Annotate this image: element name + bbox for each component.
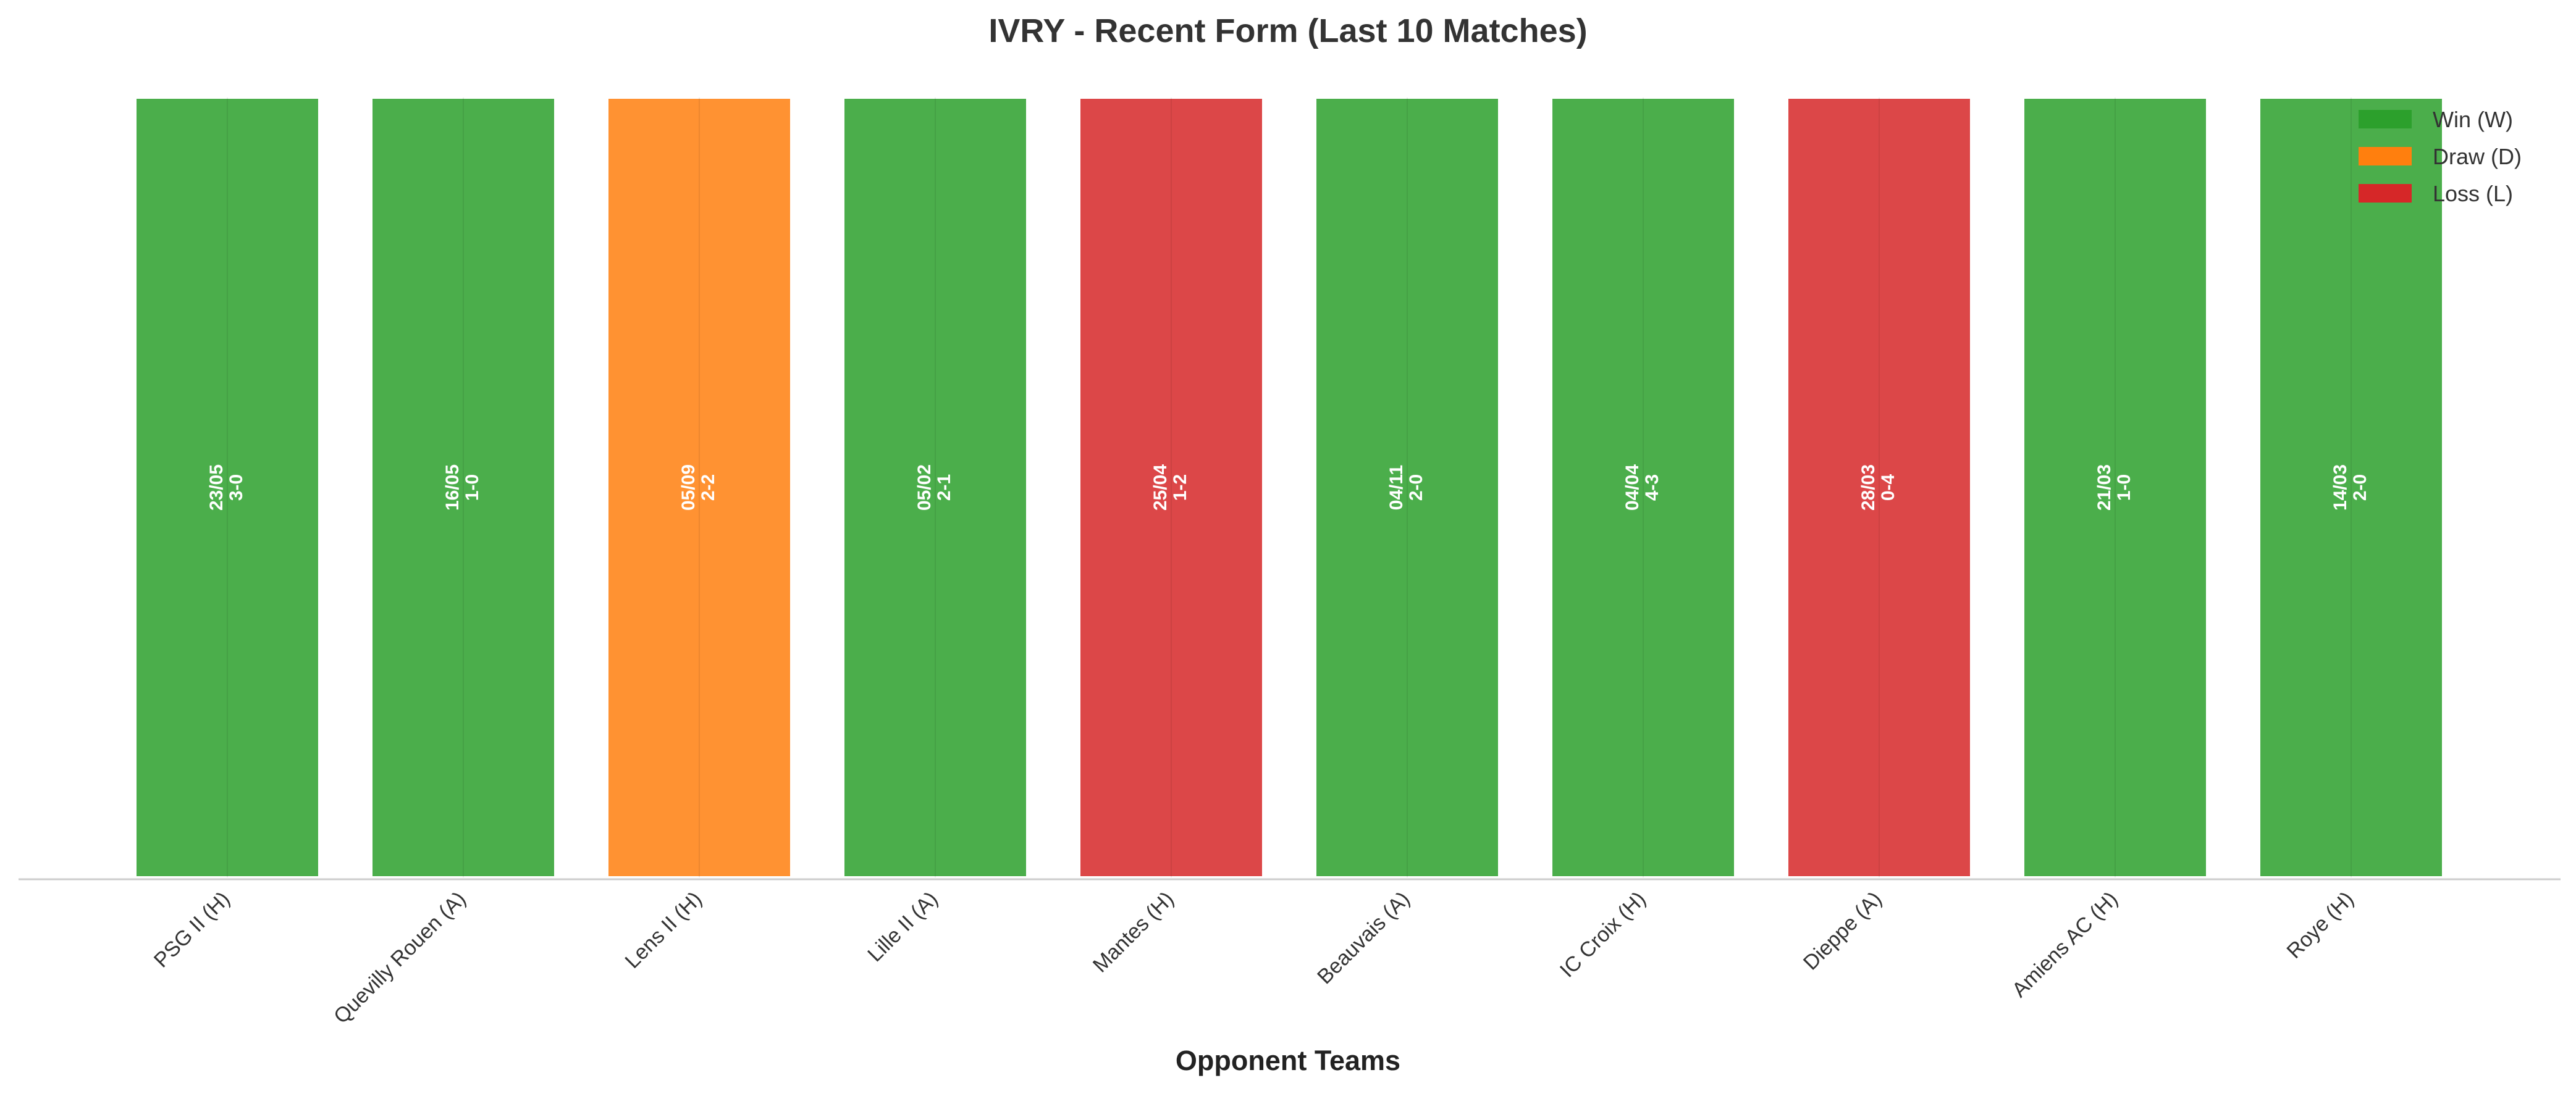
chart-title: IVRY - Recent Form (Last 10 Matches) xyxy=(988,12,1587,49)
bar-date-label: 05/09 xyxy=(678,464,699,511)
bar-score-label: 1-2 xyxy=(1170,474,1190,501)
bar-6 xyxy=(1314,96,1501,879)
bar-5 xyxy=(1078,96,1265,879)
x-tick-label: Quevilly Rouen (A) xyxy=(329,887,471,1029)
bar-date-label: 25/04 xyxy=(1150,464,1171,511)
bar-date-label: 04/11 xyxy=(1386,465,1407,510)
bar-label-10: 14/03 2-0 xyxy=(2330,464,2370,511)
bar-label-4: 05/02 2-1 xyxy=(914,464,954,511)
bar-score-label: 1-0 xyxy=(2114,474,2134,501)
bar-1 xyxy=(134,96,321,879)
bar-score-label: 3-0 xyxy=(226,474,246,501)
bar-date-label: 21/03 xyxy=(2094,464,2115,511)
bar-9 xyxy=(2022,96,2208,879)
bar-label-2: 16/05 1-0 xyxy=(442,464,482,511)
x-tick-label: Beauvais (A) xyxy=(1313,887,1415,989)
bar-label-6: 04/11 2-0 xyxy=(1386,465,1426,510)
x-tick-labels: PSG II (H) Quevilly Rouen (A) Lens II (H) L… xyxy=(149,887,2359,1029)
bar-label-8: 28/03 0-4 xyxy=(1858,464,1898,511)
x-tick-label: Roye (H) xyxy=(2283,887,2359,963)
bar-4 xyxy=(842,96,1029,879)
bar-10 xyxy=(2258,96,2444,879)
bar-label-7: 04/04 4-3 xyxy=(1622,464,1662,511)
bar-score-label: 2-0 xyxy=(1406,474,1426,501)
bar-date-label: 23/05 xyxy=(206,464,227,511)
bar-date-label: 05/02 xyxy=(914,464,935,511)
x-tick-label: PSG II (H) xyxy=(149,887,235,973)
bar-score-label: 2-0 xyxy=(2350,474,2370,501)
bars-layer xyxy=(134,96,2444,879)
bar-score-label: 4-3 xyxy=(1642,474,1662,501)
legend-label-l: Loss (L) xyxy=(2433,181,2513,206)
bar-score-label: 0-4 xyxy=(1878,474,1898,501)
bar-date-label: 16/05 xyxy=(442,464,463,511)
legend-swatch-l xyxy=(2359,184,2412,203)
legend: Win (W) Draw (D) Loss (L) xyxy=(2359,107,2522,206)
x-tick-label: Lille II (A) xyxy=(863,887,942,966)
bar-7 xyxy=(1550,96,1736,879)
bar-label-1: 23/05 3-0 xyxy=(206,464,246,511)
bar-3 xyxy=(606,96,793,879)
x-tick-label: Dieppe (A) xyxy=(1799,887,1887,975)
bar-date-label: 14/03 xyxy=(2330,464,2351,511)
bar-score-label: 1-0 xyxy=(462,474,482,501)
x-tick-label: IC Croix (H) xyxy=(1555,887,1651,982)
x-tick-label: Mantes (H) xyxy=(1088,887,1179,977)
bar-2 xyxy=(370,96,557,879)
bar-label-3: 05/09 2-2 xyxy=(678,464,718,511)
bar-date-label: 28/03 xyxy=(1858,464,1879,511)
bar-score-label: 2-1 xyxy=(934,474,954,501)
x-axis-label: Opponent Teams xyxy=(1176,1045,1400,1076)
bar-label-9: 21/03 1-0 xyxy=(2094,464,2134,511)
x-tick-label: Lens II (H) xyxy=(621,887,707,973)
legend-label-w: Win (W) xyxy=(2433,107,2513,132)
legend-label-d: Draw (D) xyxy=(2433,144,2522,169)
x-tick-label: Amiens AC (H) xyxy=(2008,887,2123,1002)
bar-8 xyxy=(1786,96,1972,879)
bar-labels-layer: 23/05 3-0 16/05 1-0 05/09 2-2 05/02 2-1 25/04 1-2… xyxy=(206,464,2370,511)
bar-label-5: 25/04 1-2 xyxy=(1150,464,1190,511)
legend-swatch-d xyxy=(2359,147,2412,165)
bar-score-label: 2-2 xyxy=(698,474,718,501)
bar-date-label: 04/04 xyxy=(1622,464,1643,511)
legend-swatch-w xyxy=(2359,110,2412,128)
